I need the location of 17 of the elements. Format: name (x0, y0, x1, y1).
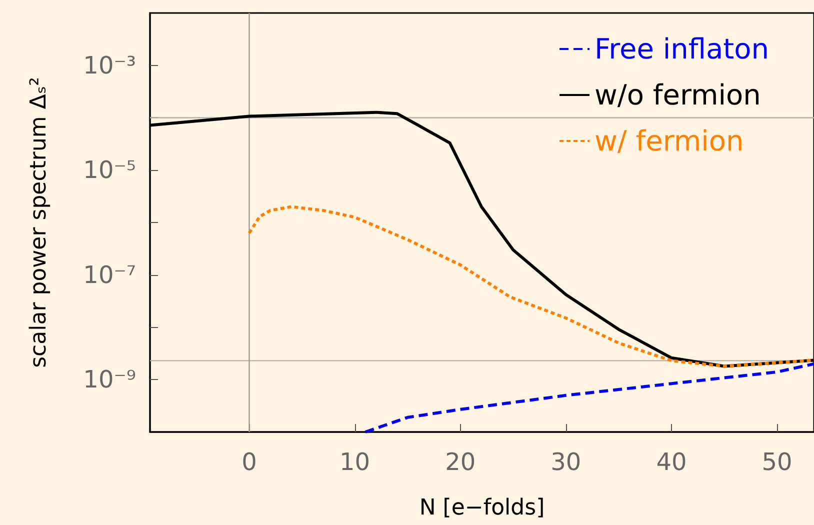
x-tick-label: 50 (762, 448, 792, 476)
legend-label: w/ fermion (594, 124, 744, 158)
line-series (364, 362, 814, 434)
y-tick-label: 10⁻⁷ (83, 260, 136, 289)
x-tick-label: 20 (445, 448, 476, 476)
x-tick-label: 10 (340, 448, 370, 476)
y-tick-label: 10⁻³ (83, 51, 136, 80)
y-tick-label: 10⁻⁹ (83, 366, 136, 394)
legend-label: w/o fermion (594, 78, 761, 112)
y-axis-title: scalar power spectrum Δₛ² (26, 77, 52, 368)
x-axis-title: N [e−folds] (419, 496, 545, 520)
x-tick-label: 40 (656, 448, 687, 476)
x-tick-label: 30 (550, 448, 582, 476)
x-tick-label: 0 (242, 448, 257, 476)
y-tick-label: 10⁻⁵ (83, 156, 136, 184)
line-series (248, 205, 814, 368)
legend-label: Free inflaton (594, 32, 770, 66)
